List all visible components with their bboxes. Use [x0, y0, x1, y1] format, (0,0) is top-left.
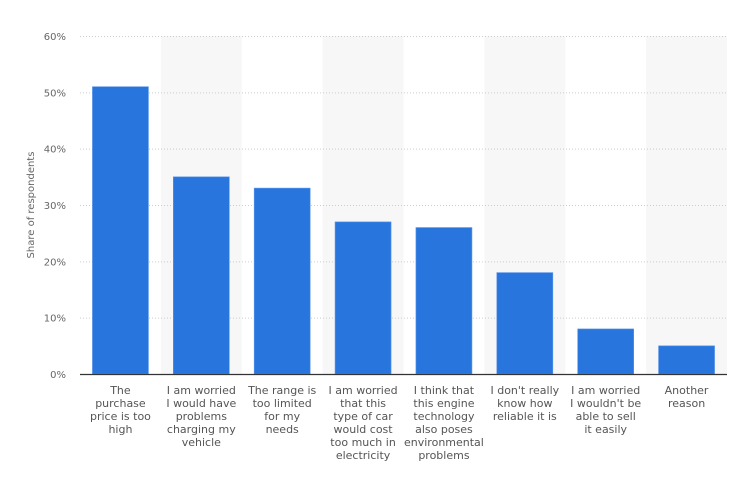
- x-tick-label-line: reason: [668, 397, 705, 410]
- x-tick-label-line: would cost: [334, 423, 394, 436]
- y-tick-label: 10%: [44, 314, 66, 325]
- x-tick-label-line: too much in: [330, 436, 396, 449]
- bar[interactable]: [173, 176, 230, 375]
- x-tick-label-line: type of car: [333, 410, 393, 423]
- x-tick-label-line: charging my: [167, 423, 236, 436]
- bar[interactable]: [577, 328, 634, 375]
- x-tick-label-line: I am worried: [329, 384, 398, 397]
- x-tick-label-line: vehicle: [182, 436, 221, 449]
- y-tick-label: 50%: [44, 88, 66, 99]
- bar[interactable]: [496, 272, 554, 375]
- bar[interactable]: [658, 345, 715, 375]
- y-tick-label: 0%: [50, 370, 66, 381]
- x-tick-label-line: able to sell: [576, 410, 636, 423]
- x-tick-label-line: Another: [665, 384, 709, 397]
- x-tick-label: I don't really know how reliable it is: [490, 384, 559, 423]
- x-tick-label-line: needs: [266, 423, 299, 436]
- x-tick-label-line: I wouldn't be: [570, 397, 641, 410]
- x-tick-label-line: I am worried: [167, 384, 236, 397]
- x-tick-label-line: problems: [418, 449, 470, 462]
- x-tick-label: I think that this engine technology also po…: [404, 384, 484, 462]
- x-tick-label-line: technology: [413, 410, 475, 423]
- x-tick-label: The range is too limited for my needs: [247, 384, 316, 436]
- x-tick-label-line: too limited: [253, 397, 312, 410]
- y-tick-label: 40%: [44, 145, 66, 156]
- x-tick-label-line: that this: [340, 397, 386, 410]
- x-tick-label-line: it easily: [584, 423, 627, 436]
- x-tick-label-line: reliable it is: [493, 410, 557, 423]
- bar[interactable]: [253, 187, 311, 375]
- y-axis-label: Share of respondents: [26, 152, 37, 259]
- x-tick-label-line: The range is: [247, 384, 316, 397]
- x-tick-label: Another reason: [665, 384, 709, 410]
- bar[interactable]: [415, 227, 473, 375]
- x-tick-label: I am worried I would have problems charging…: [166, 384, 236, 449]
- x-tick-label: I am worried that this type of car would co…: [329, 384, 398, 462]
- bar[interactable]: [92, 86, 149, 375]
- x-tick-label-line: I would have: [166, 397, 236, 410]
- x-tick-label-line: I think that: [414, 384, 475, 397]
- bar[interactable]: [334, 221, 392, 375]
- x-tick-label: I am worried I wouldn't be able to sell it …: [570, 384, 641, 436]
- x-tick-label-line: I am worried: [571, 384, 640, 397]
- x-tick-label-line: this engine: [413, 397, 474, 410]
- x-tick-label-line: I don't really: [490, 384, 559, 397]
- x-tick-label-line: purchase: [95, 397, 146, 410]
- x-tick-label-line: also poses: [415, 423, 473, 436]
- y-tick-label: 60%: [44, 32, 66, 43]
- y-tick-label: 30%: [44, 201, 66, 212]
- x-tick-label-line: for my: [264, 410, 300, 423]
- x-tick-label-line: environmental: [404, 436, 484, 449]
- x-tick-label-line: electricity: [336, 449, 391, 462]
- x-tick-label-line: know how: [497, 397, 552, 410]
- y-tick-label: 20%: [44, 257, 66, 268]
- x-tick-label-line: high: [108, 423, 132, 436]
- x-tick-label: The purchase price is too high: [90, 384, 151, 436]
- x-tick-label-line: The: [109, 384, 131, 397]
- x-tick-label-line: price is too: [90, 410, 151, 423]
- x-tick-label-line: problems: [176, 410, 228, 423]
